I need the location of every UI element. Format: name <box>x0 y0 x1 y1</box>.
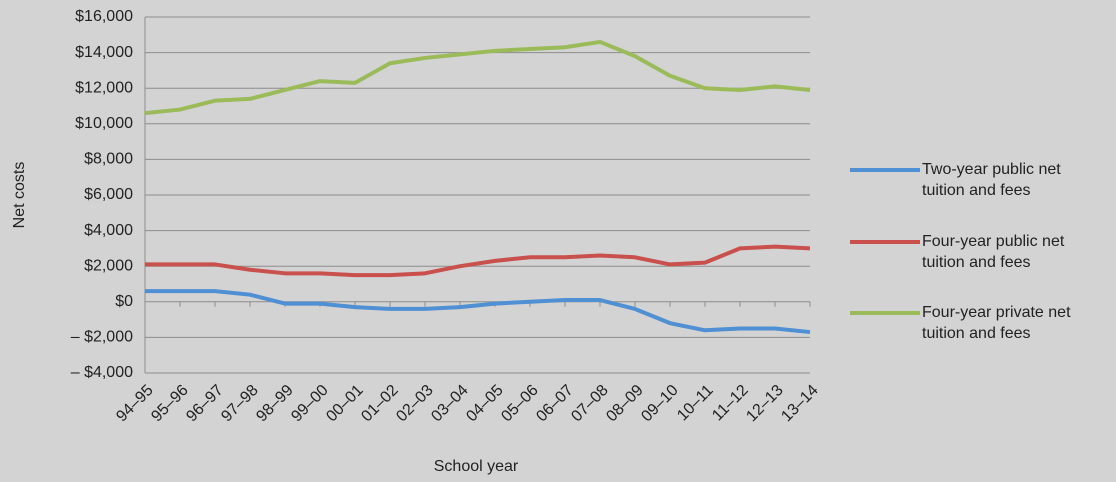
x-tick-label: 12–13 <box>743 382 787 426</box>
x-tick-label: 96–97 <box>183 382 227 426</box>
y-tick-label: $10,000 <box>75 115 133 132</box>
x-tick-label: 08–09 <box>603 382 647 426</box>
x-tick-label: 09–10 <box>638 382 682 426</box>
x-tick-label: 95–96 <box>148 382 192 426</box>
y-tick-label: $16,000 <box>75 8 133 25</box>
legend-label: Four-year private net tuition and fees <box>922 304 1071 342</box>
y-tick-label: $14,000 <box>75 44 133 61</box>
series-line <box>145 244 811 278</box>
y-axis-label: Net costs <box>11 162 28 229</box>
x-tick-label: 03–04 <box>428 382 472 426</box>
x-tick-label: 13–14 <box>778 382 822 426</box>
x-tick-label: 99–00 <box>288 382 332 426</box>
x-tick-label: 06–07 <box>533 382 577 426</box>
x-tick-label: 02–03 <box>393 382 437 426</box>
y-tick-label: $8,000 <box>84 151 133 168</box>
y-tick-label: $12,000 <box>75 79 133 96</box>
x-tick-label: 01–02 <box>358 382 402 426</box>
series-line <box>144 39 811 116</box>
y-tick-label: $2,000 <box>84 257 133 274</box>
y-tick-label: – $2,000 <box>71 329 133 346</box>
x-tick-label: 11–12 <box>709 382 752 425</box>
x-tick-label: 07–08 <box>568 382 612 426</box>
y-tick-label: $4,000 <box>84 222 133 239</box>
legend-label: Four-year public net tuition and fees <box>922 233 1065 271</box>
y-tick-label: $6,000 <box>84 186 133 203</box>
x-tick-label: 00–01 <box>323 382 367 426</box>
x-axis-label: School year <box>434 458 519 475</box>
legend-label: Two-year public net tuition and fees <box>922 161 1061 199</box>
x-tick-label: 05–06 <box>498 382 542 426</box>
x-tick-label: 98–99 <box>253 382 297 426</box>
x-tick-label: 04–05 <box>463 382 507 426</box>
x-tick-label: 97–98 <box>218 382 262 426</box>
y-tick-label: $0 <box>115 293 133 310</box>
series-line <box>145 289 811 335</box>
y-tick-label: – $4,000 <box>71 364 133 381</box>
x-tick-label: 10–11 <box>674 382 717 425</box>
x-tick-label: 94–95 <box>113 382 157 426</box>
